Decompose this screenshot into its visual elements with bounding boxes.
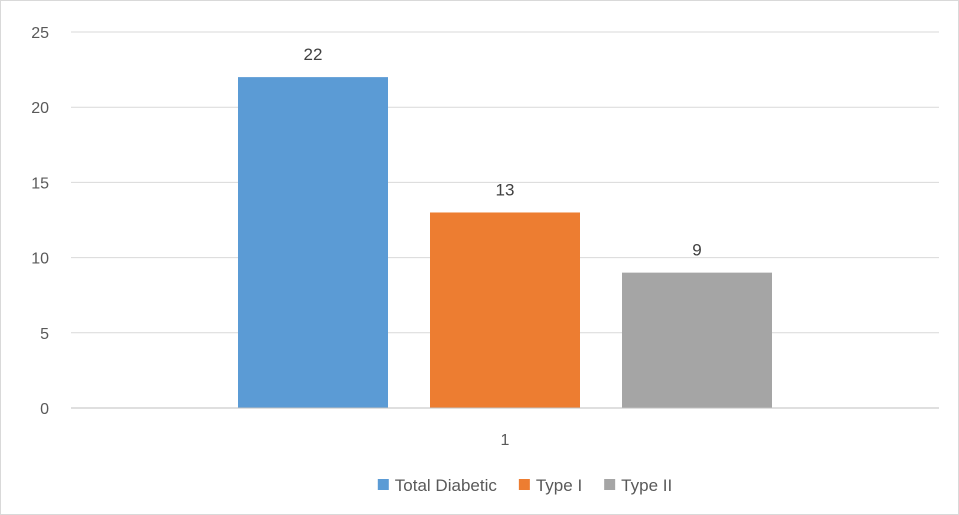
gridlines: [71, 31, 939, 334]
x-tick-label: 1: [501, 432, 510, 449]
bars: [238, 77, 772, 409]
y-axis: 0 5 10 15 20 25: [31, 25, 49, 418]
legend-swatch: [518, 479, 530, 490]
legend: Total Diabetic Type I Type II: [377, 476, 672, 495]
legend-label: Total Diabetic: [395, 476, 498, 495]
data-label: 22: [304, 45, 323, 64]
data-labels: 22 13 9: [304, 45, 702, 260]
y-tick-label: 5: [40, 326, 49, 343]
bar: [622, 272, 772, 408]
legend-swatch: [377, 479, 389, 490]
y-tick-label: 20: [31, 100, 49, 117]
bar: [430, 212, 580, 408]
y-tick-label: 15: [31, 175, 49, 192]
legend-label: Type I: [536, 476, 582, 495]
legend-label: Type II: [621, 476, 672, 495]
bar: [238, 77, 388, 409]
y-tick-label: 10: [31, 251, 49, 268]
y-tick-label: 25: [31, 25, 49, 42]
data-label: 9: [692, 241, 701, 260]
legend-swatch: [604, 479, 616, 490]
data-label: 13: [496, 180, 515, 199]
y-tick-label: 0: [40, 401, 49, 418]
x-axis: 1: [71, 407, 939, 449]
